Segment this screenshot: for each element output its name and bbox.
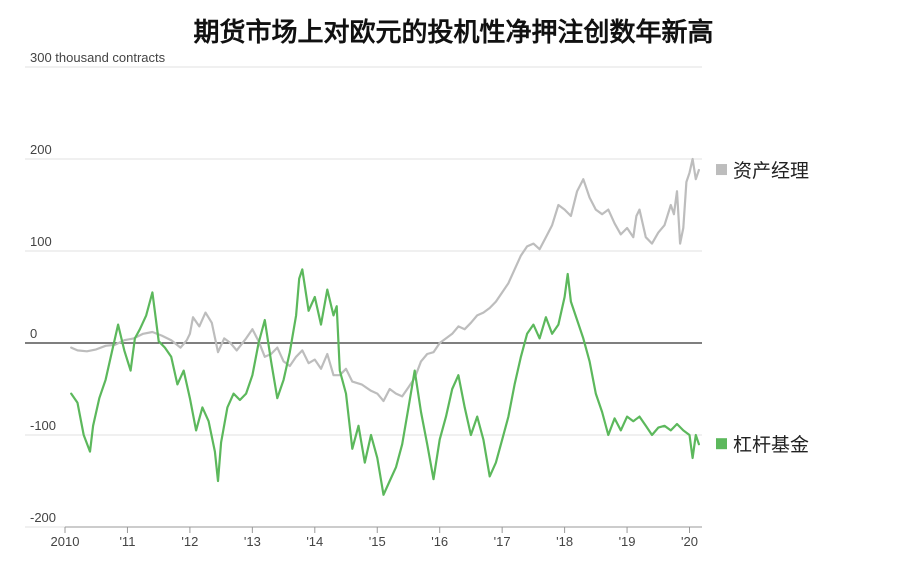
x-tick-label: '14: [306, 534, 323, 549]
x-tick-label: '19: [619, 534, 636, 549]
x-tick-label: '12: [181, 534, 198, 549]
y-tick-label: 200: [30, 142, 52, 157]
y-tick-label: 300 thousand contracts: [30, 50, 166, 65]
y-tick-label: 100: [30, 234, 52, 249]
y-tick-label: -100: [30, 418, 56, 433]
axes: 300 thousand contracts 200 100 0 -100 -200 201…: [30, 50, 702, 549]
x-tick-label: '17: [494, 534, 511, 549]
legend-label: 资产经理: [733, 160, 809, 182]
x-tick-label: '13: [244, 534, 261, 549]
x-tick-label: '15: [369, 534, 386, 549]
y-tick-label: -200: [30, 510, 56, 525]
y-tick-label: 0: [30, 326, 37, 341]
chart-title: 期货市场上对欧元的投机性净押注创数年新高: [193, 18, 714, 48]
legend-label: 杠杆基金: [733, 434, 809, 456]
series-line-1: [70, 268, 700, 496]
x-tick-label: '11: [119, 534, 135, 549]
legend-swatch: [716, 438, 727, 450]
x-tick-label: '20: [681, 534, 698, 549]
series-line-0: [70, 157, 700, 403]
series-lines: [70, 157, 700, 496]
x-tick-label: '18: [556, 534, 573, 549]
x-tick-label: 2010: [51, 534, 80, 549]
legend-swatch: [716, 164, 727, 176]
x-tick-label: '16: [431, 534, 448, 549]
